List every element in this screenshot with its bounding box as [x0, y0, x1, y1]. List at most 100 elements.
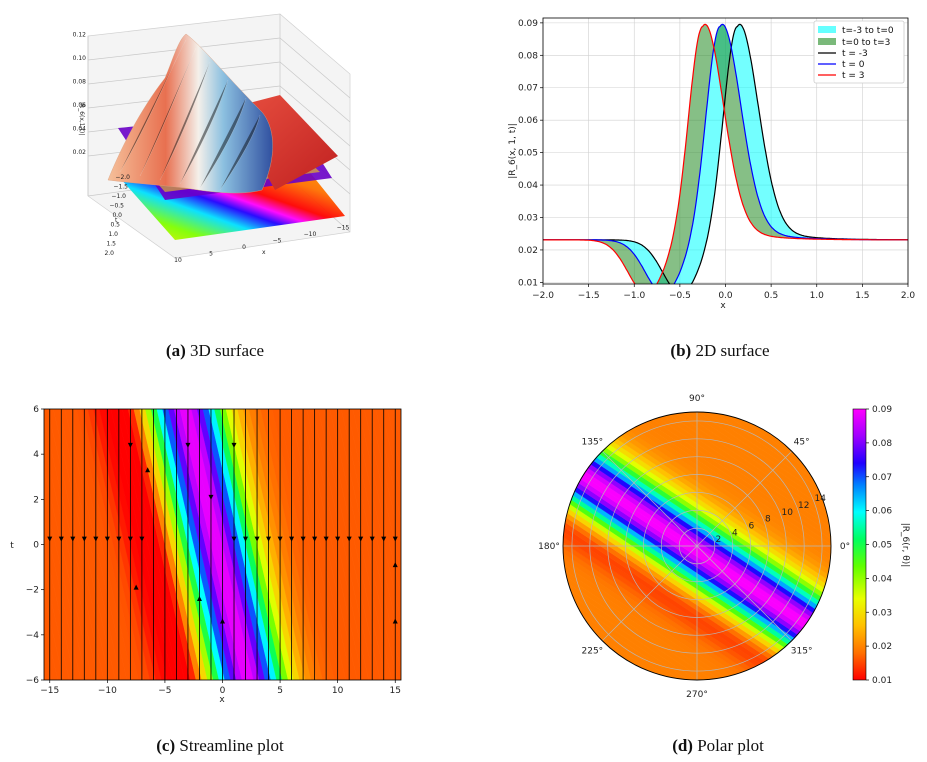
- a-xtick-label: 5: [209, 251, 213, 258]
- legend-swatch-cyan: [818, 26, 836, 33]
- c-stream-arrow: [335, 536, 341, 542]
- c-stream-arrow: [381, 536, 387, 542]
- d-color-band: [563, 456, 831, 680]
- c-color-band: [214, 409, 283, 680]
- d-angle-label: 45°: [794, 437, 810, 447]
- c-color-band: [173, 409, 243, 680]
- d-colorbar-label: 0.04: [872, 574, 892, 584]
- c-color-band: [168, 409, 237, 680]
- d-colorbar-label: 0.03: [872, 608, 892, 618]
- d-color-band: [565, 412, 831, 606]
- a-ztick-label: 0.06: [73, 102, 87, 109]
- b-ytick-label: 0.07: [518, 84, 538, 94]
- a-ttick-label: −1.5: [113, 184, 128, 191]
- a-ztick-label: 0.04: [73, 126, 87, 133]
- c-color-band: [53, 409, 122, 680]
- c-color-band: [243, 409, 312, 680]
- c-color-band: [185, 409, 254, 680]
- c-color-band: [225, 409, 295, 680]
- c-color-band: [335, 409, 401, 680]
- legend-label-4: t = 3: [842, 71, 865, 81]
- d-color-band: [563, 423, 831, 650]
- panel-a-3d-surface: 0.02 0.04 0.06 0.08 0.10 0.12 −2.0 −1.5 −1.0 −0.…: [73, 13, 351, 264]
- panel-d-polar: 0°45°90°135°180°225°270°315° 2468101214 …: [538, 394, 910, 700]
- panel-b-xlabel: x: [720, 301, 726, 311]
- c-color-band: [99, 409, 168, 680]
- c-stream-arrow: [127, 536, 133, 542]
- d-color-band: [563, 412, 831, 624]
- c-color-band: [58, 409, 128, 680]
- c-stream-arrow: [289, 536, 295, 542]
- a-ttick-label: 1.5: [106, 241, 116, 248]
- c-color-band: [422, 409, 490, 680]
- a-xtick-label: 0: [242, 244, 246, 251]
- c-color-band: [156, 409, 226, 680]
- a-xtick-label: −15: [337, 225, 350, 232]
- d-color-band: [563, 453, 831, 680]
- a-ztick-label: 0.02: [73, 149, 87, 156]
- c-color-band: [416, 409, 484, 680]
- c-stream-arrow: [254, 536, 260, 542]
- d-color-band: [575, 412, 831, 591]
- panel-b-xticks: −2.0 −1.5 −1.0 −0.5 0.0 0.5 1.0 1.5 2.0: [532, 284, 915, 301]
- b-xtick-label: −0.5: [669, 291, 691, 301]
- d-color-band: [563, 412, 831, 632]
- d-color-band: [563, 412, 831, 636]
- panel-c-streamline: −15 −10 −5 0 5 10 15 −6 −4 −2 0 2 4 6 x t: [0, 405, 507, 705]
- a-ttick-label: 2.0: [104, 250, 114, 257]
- d-color-band: [592, 412, 831, 565]
- c-xtick-label: 0: [220, 686, 226, 696]
- panel-d-grid: [563, 412, 831, 680]
- panel-c-xlabel: x: [219, 695, 225, 705]
- a-xtick-label: −10: [304, 231, 317, 238]
- panel-b-legend: t=-3 to t=0 t=0 to t=3 t = -3 t = 0 t = …: [813, 20, 905, 84]
- c-color-band: [363, 409, 401, 571]
- d-color-band: [563, 464, 831, 680]
- c-color-band: [306, 409, 375, 680]
- d-angle-label: 270°: [686, 690, 708, 700]
- c-color-band: [196, 409, 266, 680]
- c-color-band: [410, 409, 478, 680]
- c-color-band: [427, 409, 495, 680]
- c-stream-arrow: [145, 467, 151, 473]
- caption-b: (b) 2D surface: [670, 341, 769, 360]
- c-xtick-label: −5: [158, 686, 171, 696]
- panel-d-radial-labels: 24 68 10 12 14: [716, 494, 827, 545]
- d-angle-label: 180°: [538, 542, 560, 552]
- c-xtick-label: 15: [390, 686, 401, 696]
- c-stream-arrow: [196, 595, 202, 601]
- d-color-band: [590, 412, 831, 569]
- a-ttick-label: −2.0: [115, 174, 130, 181]
- c-color-band: [139, 409, 208, 680]
- c-color-band: [81, 409, 151, 680]
- a-ttick-label: −0.5: [109, 203, 124, 210]
- c-color-band: [44, 669, 47, 680]
- a-xtick-label: −5: [273, 238, 282, 245]
- c-stream-arrow: [369, 536, 375, 542]
- c-color-band: [202, 409, 272, 680]
- c-stream-arrow: [323, 536, 329, 542]
- c-stream-arrow: [312, 536, 318, 542]
- a-ttick-label: −1.0: [111, 193, 126, 200]
- d-angle-gridline: [602, 545, 698, 641]
- d-colorbar-label: 0.02: [872, 642, 892, 652]
- c-stream-arrow: [243, 536, 249, 542]
- c-stream-arrow: [116, 536, 122, 542]
- d-color-band: [563, 479, 831, 680]
- legend-label-1: t=0 to t=3: [842, 38, 890, 48]
- b-ytick-label: 0.06: [518, 116, 538, 126]
- b-xtick-label: 0.5: [764, 291, 778, 301]
- c-stream-arrow: [358, 536, 364, 542]
- d-color-band: [563, 475, 831, 680]
- d-color-band: [587, 412, 831, 572]
- d-color-band: [597, 412, 831, 558]
- c-color-band: [0, 409, 6, 680]
- panel-b-line-chart: −2.0 −1.5 −1.0 −0.5 0.0 0.5 1.0 1.5 2.0 0.01 0.02…: [508, 17, 915, 311]
- d-color-band: [585, 412, 831, 576]
- c-color-band: [208, 409, 277, 680]
- c-color-band: [283, 409, 352, 680]
- c-color-band: [404, 409, 472, 680]
- legend-label-3: t = 0: [842, 60, 865, 70]
- b-xtick-label: 2.0: [901, 291, 916, 301]
- c-color-band: [439, 409, 507, 680]
